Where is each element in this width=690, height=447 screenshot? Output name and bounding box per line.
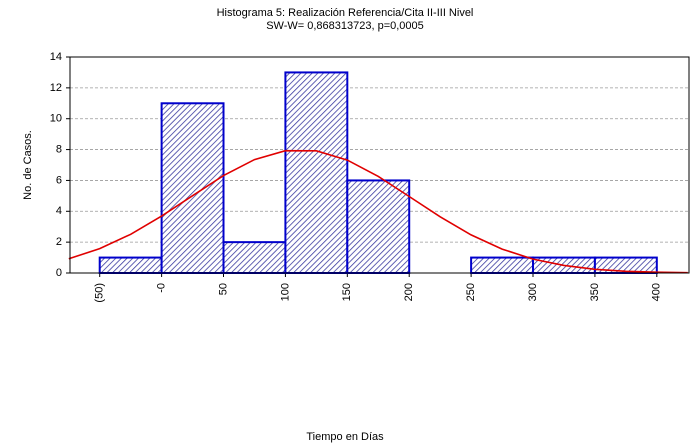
bar	[160, 102, 225, 274]
y-tick-label: 2	[56, 236, 62, 248]
bar	[222, 241, 287, 274]
x-tick-label: 50	[217, 283, 229, 295]
bar	[346, 179, 411, 274]
x-tick-label: 100	[279, 283, 291, 301]
y-tick-label: 0	[56, 267, 62, 279]
y-tick-label: 8	[56, 143, 62, 155]
x-tick-label: (50)	[94, 283, 106, 303]
x-axis-label: Tiempo en Días	[306, 431, 384, 443]
x-tick-label: 400	[651, 283, 663, 301]
y-axis-label: No. de Casos.	[22, 130, 34, 200]
plot-frame	[69, 56, 690, 274]
chart-subtitle: SW-W= 0,868313723, p=0,0005	[266, 20, 424, 32]
bar	[470, 256, 535, 275]
x-tick-label: 200	[403, 283, 415, 301]
x-tick-label: 300	[527, 283, 539, 301]
y-tick-label: 14	[50, 51, 62, 63]
bar	[284, 71, 349, 274]
x-tick-label: 250	[465, 283, 477, 301]
fit-curve	[68, 149, 688, 274]
y-tick-label: 10	[50, 113, 62, 125]
x-tick-label: 350	[589, 283, 601, 301]
chart-title: Histograma 5: Realización Referencia/Cit…	[217, 7, 474, 19]
bar	[98, 256, 163, 275]
x-tick-label: 150	[341, 283, 353, 301]
y-tick-label: 6	[56, 174, 62, 186]
x-tick-label: -0	[156, 283, 168, 293]
y-tick-label: 12	[50, 82, 62, 94]
y-tick-label: 4	[56, 205, 62, 217]
